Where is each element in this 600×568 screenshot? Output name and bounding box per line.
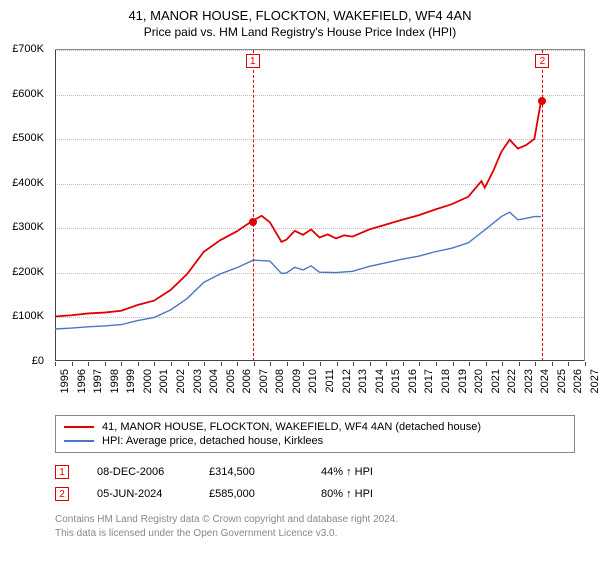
sale-dot (538, 97, 546, 105)
y-tick-label: £700K (12, 43, 44, 55)
x-tick-label: 2010 (307, 369, 319, 393)
x-axis-labels: 1995 1996 1997 1998 1999 2000 2001 2002 2003 2004… (55, 365, 585, 413)
x-tick-label: 2022 (506, 369, 518, 393)
x-tick-label: 2014 (374, 369, 386, 393)
x-tick-label: 2001 (158, 369, 170, 393)
x-tick-label: 2007 (258, 369, 270, 393)
y-tick-label: £200K (12, 266, 44, 278)
x-tick-label: 2026 (572, 369, 584, 393)
legend-label: 41, MANOR HOUSE, FLOCKTON, WAKEFIELD, WF… (102, 421, 481, 433)
x-tick-label: 2011 (324, 369, 336, 393)
sale-delta: 44% ↑ HPI (321, 466, 405, 478)
series-property (55, 101, 541, 316)
footer-line-1: Contains HM Land Registry data © Crown c… (55, 513, 600, 527)
chart-area: £0£100K£200K£300K£400K£500K£600K£700K 12… (0, 45, 600, 415)
y-tick-label: £0 (32, 355, 44, 367)
sale-dot (249, 218, 257, 226)
y-tick-label: £100K (12, 310, 44, 322)
x-tick-label: 2006 (241, 369, 253, 393)
x-tick-label: 2020 (473, 369, 485, 393)
x-tick-label: 2002 (175, 369, 187, 393)
x-tick-label: 2003 (192, 369, 204, 393)
x-tick-label: 2008 (274, 369, 286, 393)
sale-badge: 2 (535, 54, 549, 68)
sales-table: 1 08-DEC-2006 £314,500 44% ↑ HPI 2 05-JUN-202… (55, 461, 600, 505)
x-tick-label: 1998 (109, 369, 121, 393)
sale-marker-line (253, 50, 254, 361)
x-tick-label: 1996 (76, 369, 88, 393)
sale-row-badge: 1 (55, 465, 69, 479)
x-tick-label: 2021 (490, 369, 502, 393)
footer-line-2: This data is licensed under the Open Gov… (55, 527, 600, 541)
legend-row: HPI: Average price, detached house, Kirk… (64, 434, 566, 448)
legend-swatch (64, 426, 94, 428)
x-tick-label: 2000 (142, 369, 154, 393)
x-tick-label: 2013 (357, 369, 369, 393)
line-svg (55, 50, 584, 361)
sale-delta: 80% ↑ HPI (321, 488, 405, 500)
x-tick-label: 2023 (523, 369, 535, 393)
x-tick (585, 362, 586, 366)
x-tick-label: 2025 (556, 369, 568, 393)
chart-subtitle: Price paid vs. HM Land Registry's House … (0, 25, 600, 39)
sale-row: 2 05-JUN-2024 £585,000 80% ↑ HPI (55, 483, 600, 505)
plot-region: 12 (55, 49, 585, 361)
y-tick-label: £500K (12, 132, 44, 144)
y-axis-labels: £0£100K£200K£300K£400K£500K£600K£700K (0, 49, 50, 361)
x-tick-label: 2004 (208, 369, 220, 393)
sale-badge: 1 (246, 54, 260, 68)
legend-label: HPI: Average price, detached house, Kirk… (102, 435, 323, 447)
sale-row: 1 08-DEC-2006 £314,500 44% ↑ HPI (55, 461, 600, 483)
legend: 41, MANOR HOUSE, FLOCKTON, WAKEFIELD, WF… (55, 415, 575, 453)
x-tick-label: 2027 (589, 369, 600, 393)
y-tick-label: £600K (12, 88, 44, 100)
x-tick-label: 2019 (457, 369, 469, 393)
legend-swatch (64, 440, 94, 442)
series-hpi (55, 212, 541, 329)
x-tick-label: 1995 (59, 369, 71, 393)
x-tick-label: 2016 (407, 369, 419, 393)
sale-row-badge: 2 (55, 487, 69, 501)
x-tick-label: 1999 (125, 369, 137, 393)
y-tick-label: £400K (12, 177, 44, 189)
x-tick-label: 2017 (423, 369, 435, 393)
legend-row: 41, MANOR HOUSE, FLOCKTON, WAKEFIELD, WF… (64, 420, 566, 434)
x-tick-label: 2018 (440, 369, 452, 393)
footer: Contains HM Land Registry data © Crown c… (55, 513, 600, 541)
x-tick-label: 2015 (390, 369, 402, 393)
x-tick-label: 2024 (539, 369, 551, 393)
sale-price: £585,000 (209, 488, 293, 500)
y-tick-label: £300K (12, 221, 44, 233)
sale-date: 08-DEC-2006 (97, 466, 181, 478)
x-tick-label: 1997 (92, 369, 104, 393)
sale-date: 05-JUN-2024 (97, 488, 181, 500)
sale-price: £314,500 (209, 466, 293, 478)
chart-title: 41, MANOR HOUSE, FLOCKTON, WAKEFIELD, WF… (0, 8, 600, 23)
x-tick-label: 2009 (291, 369, 303, 393)
x-tick-label: 2005 (225, 369, 237, 393)
x-tick-label: 2012 (341, 369, 353, 393)
